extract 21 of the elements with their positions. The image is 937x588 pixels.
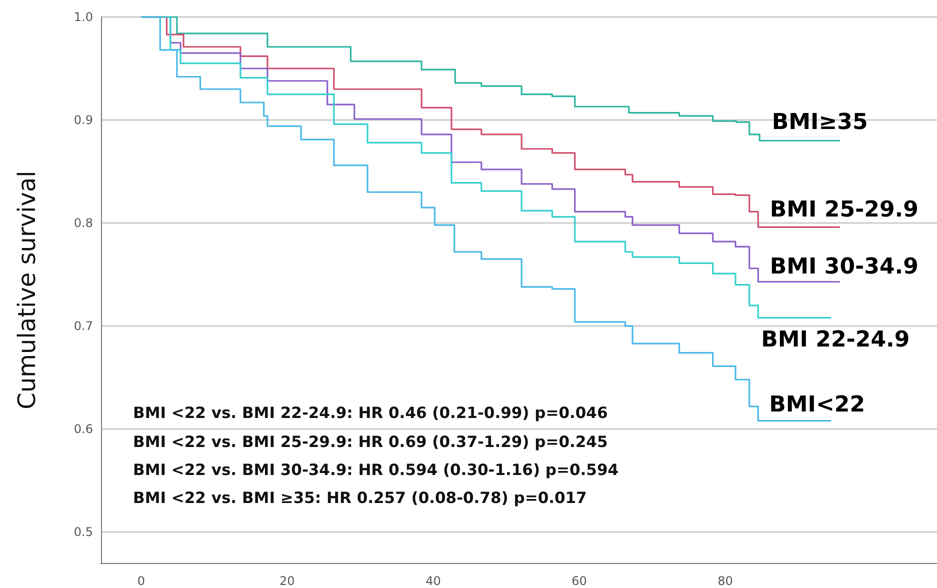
annotation: BMI <22 vs. BMI ≥35: HR 0.257 (0.08-0.78) p=0.017 [133,489,587,507]
x-tick-label: 80 [718,574,733,588]
series-label: BMI 30-34.9 [770,254,918,280]
y-axis-title: Cumulative survival [13,170,41,410]
x-tick-label: 0 [137,574,145,588]
y-tick-label: 0.8 [74,216,93,230]
annotation: BMI <22 vs. BMI 25-29.9: HR 0.69 (0.37-1.29) p=0.245 [133,433,608,451]
series-label: BMI 25-29.9 [770,198,918,223]
x-tick-label: 40 [426,574,441,588]
x-tick-label: 20 [280,574,295,588]
y-tick-label: 0.6 [74,422,93,436]
y-tick-label: 1.0 [74,10,93,24]
annotation: BMI <22 vs. BMI 22-24.9: HR 0.46 (0.21-0.99) p=0.046 [133,404,608,422]
x-tick-label: 60 [572,574,587,588]
series-label: BMI≥35 [772,110,868,136]
y-tick-label: 0.7 [74,319,93,334]
series-label: BMI 22-24.9 [761,327,910,352]
y-tick-label: 0.5 [74,525,93,540]
y-tick-label: 0.9 [74,113,93,128]
series-label: BMI<22 [769,392,866,418]
annotation: BMI <22 vs. BMI 30-34.9: HR 0.594 (0.30-1.16) p=0.594 [133,461,619,479]
